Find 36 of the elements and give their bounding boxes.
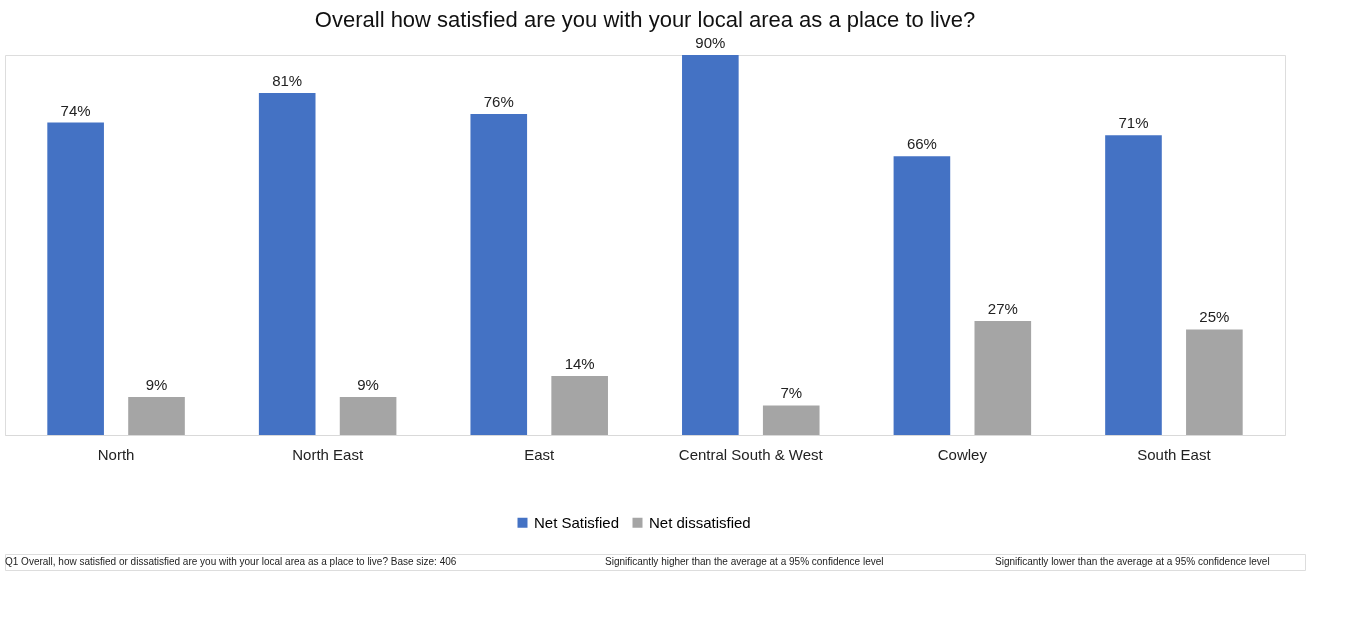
bar <box>762 405 820 435</box>
bar <box>1105 135 1162 435</box>
legend-label: Net dissatisfied <box>649 513 751 531</box>
data-label: 9% <box>357 376 379 393</box>
x-tick-label: Cowley <box>937 445 988 463</box>
data-label: 27% <box>987 300 1018 317</box>
data-label: 76% <box>483 93 514 111</box>
data-label: 25% <box>1199 308 1230 326</box>
bar <box>258 93 316 435</box>
data-label: 74% <box>60 101 91 119</box>
bar <box>974 321 1032 435</box>
bar <box>339 397 397 435</box>
chart-title: Overall how satisfied are you with your local area as a place to live? <box>314 7 976 32</box>
x-tick-label: North East <box>292 445 364 463</box>
bar <box>682 55 739 435</box>
x-tick-label: East <box>524 445 556 463</box>
x-tick-label: South East <box>1137 445 1212 463</box>
x-tick-label: North <box>97 445 135 463</box>
bar <box>128 397 185 435</box>
data-label: 71% <box>1118 114 1149 132</box>
data-label: 66% <box>906 135 937 153</box>
text: Significantly higher than the average at a 95% confidence level <box>605 556 884 567</box>
bar <box>893 156 951 435</box>
data-label: 7% <box>780 384 803 402</box>
legend-label: Net Satisfied <box>534 513 620 531</box>
data-label: 9% <box>145 376 168 393</box>
bar <box>47 122 104 435</box>
data-label: 14% <box>564 354 595 372</box>
text: Q1 Overall, how satisfied or dissatisfied are you with your local area as a place to live? Base size: 406 <box>5 556 457 567</box>
data-label: 81% <box>272 72 303 89</box>
x-tick-label: Central South & West <box>678 445 824 463</box>
text: Significantly lower than the average at a 95% confidence level <box>995 556 1270 567</box>
bar <box>470 114 528 435</box>
bar <box>1186 329 1243 435</box>
data-label: 90% <box>695 34 726 51</box>
bar <box>551 375 608 435</box>
